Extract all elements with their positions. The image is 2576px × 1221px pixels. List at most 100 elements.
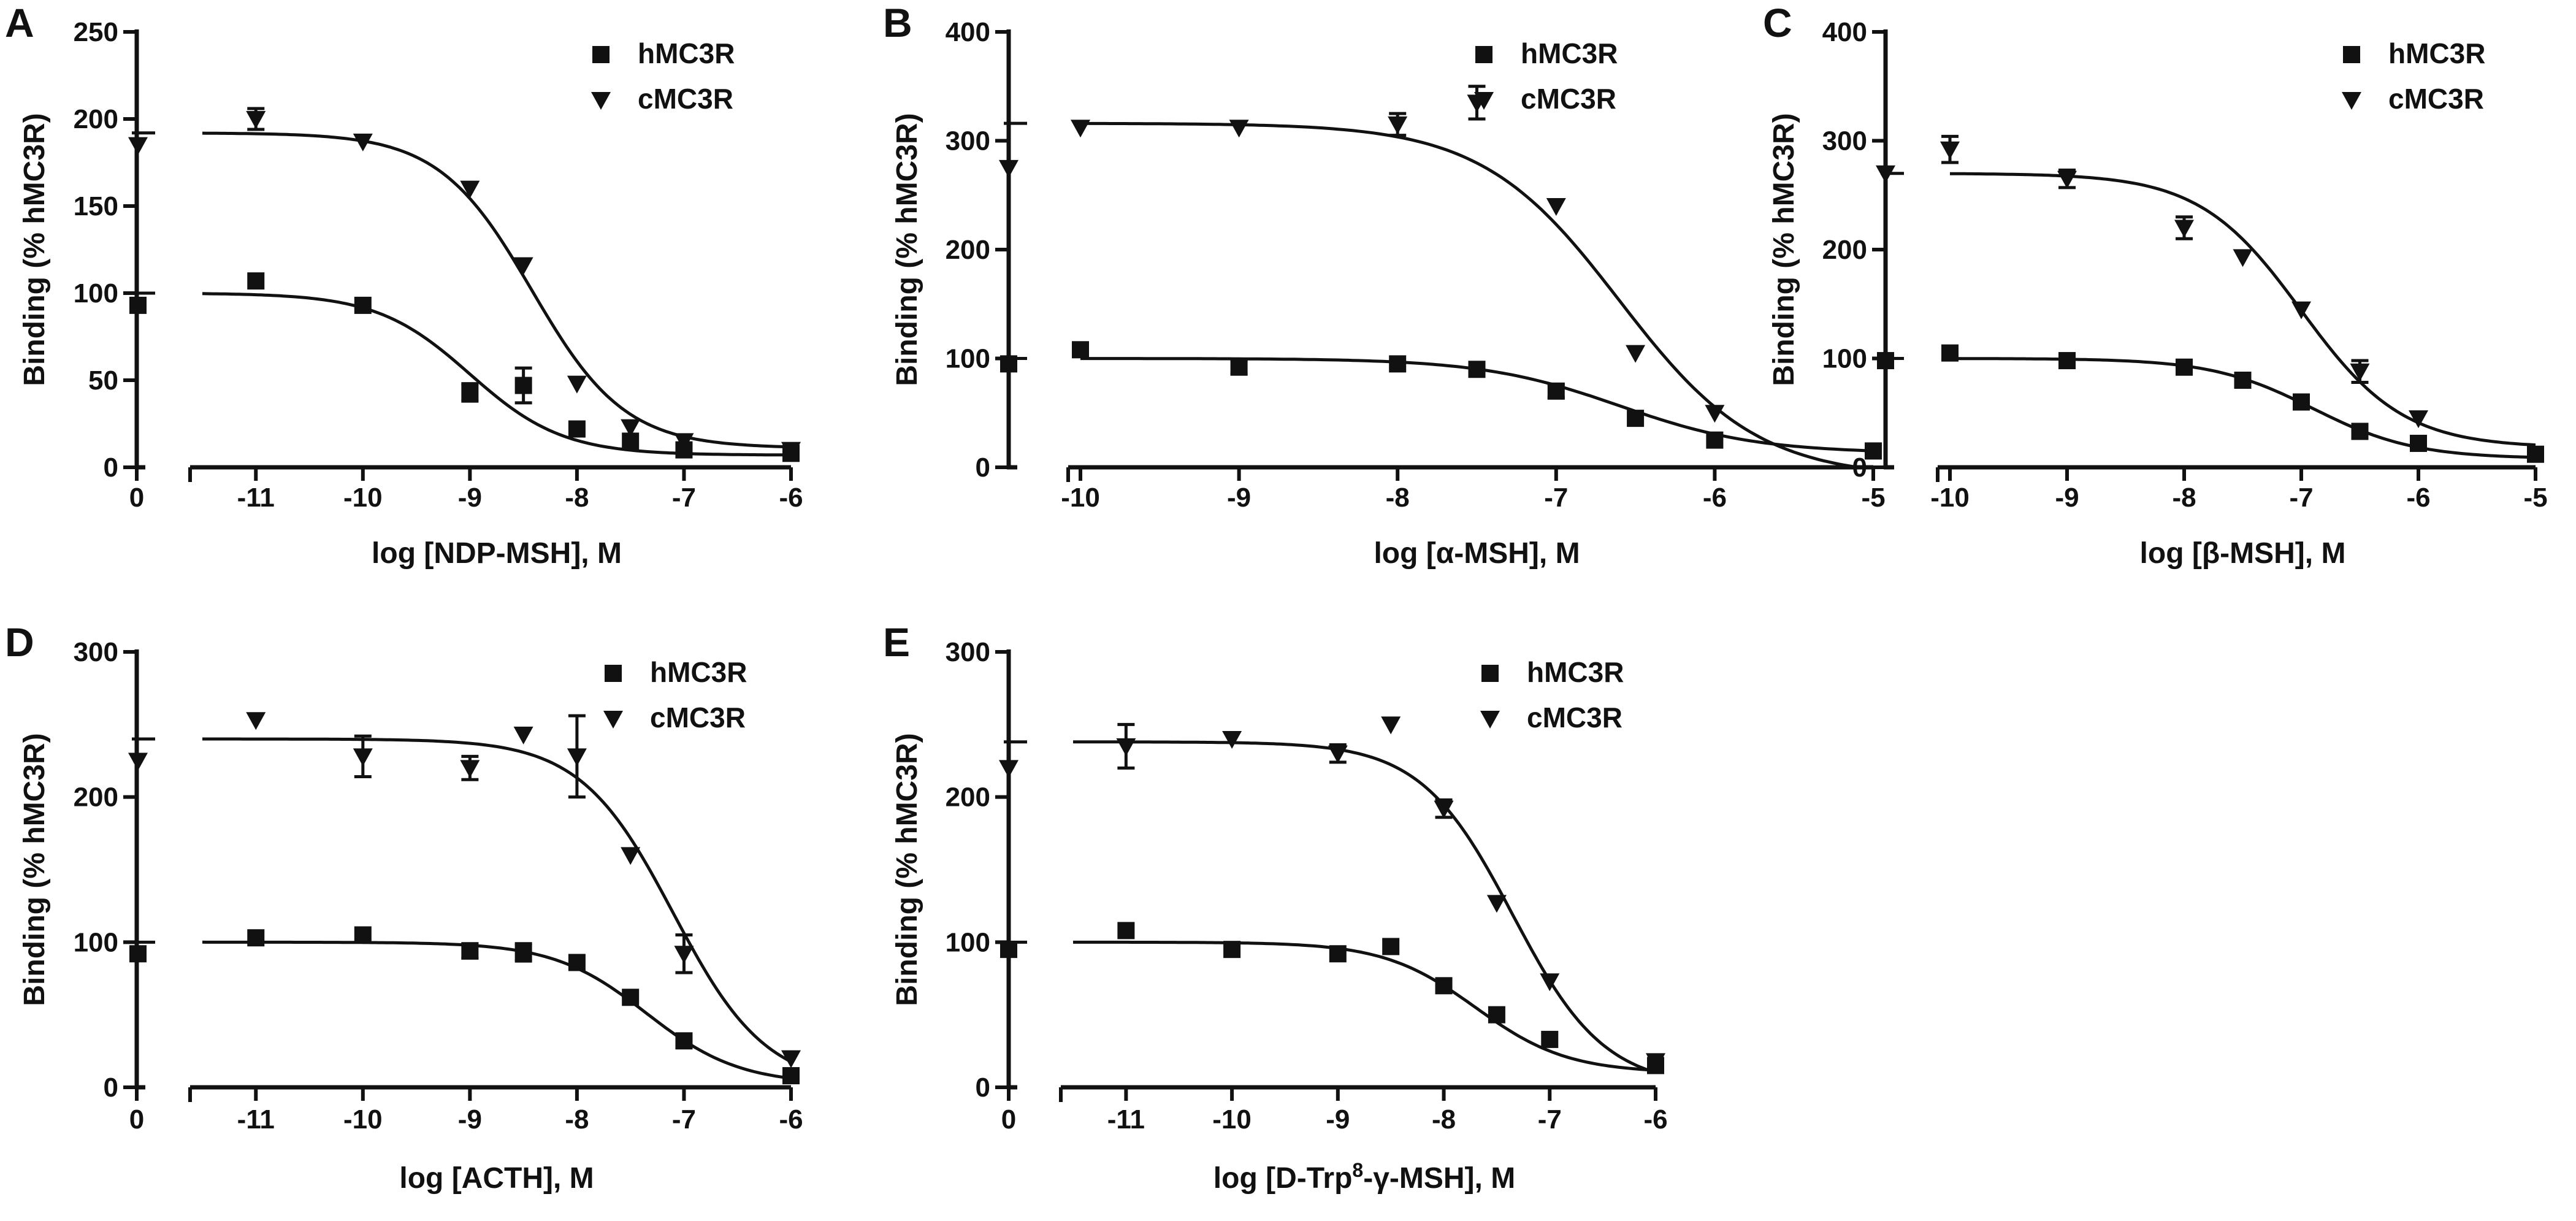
y-tick-label: 100 <box>946 927 990 957</box>
data-point-cmc3r-zero <box>128 137 148 155</box>
x-tick-label: -6 <box>779 483 803 513</box>
legend-marker-hmc3r <box>605 665 622 682</box>
x-axis-title-part: log [α-MSH], M <box>1374 537 1580 570</box>
data-point-hmc3r <box>514 943 532 961</box>
data-point-hmc3r <box>2176 358 2193 376</box>
x-axis-title: log [α-MSH], M <box>1374 537 1580 570</box>
data-point-cmc3r <box>674 946 694 964</box>
x-tick-label: -10 <box>1930 483 1970 513</box>
data-point-hmc3r-zero <box>129 296 147 314</box>
legend-label-cmc3r: cMC3R <box>638 83 733 115</box>
data-point-hmc3r <box>1382 938 1400 955</box>
x-tick-label-zero: 0 <box>1001 1104 1016 1135</box>
y-tick-label: 0 <box>1852 453 1867 483</box>
fit-curve-cmc3r <box>1080 121 1873 469</box>
data-point-cmc3r <box>2409 410 2428 429</box>
x-tick-label: -9 <box>1227 483 1251 513</box>
data-point-hmc3r <box>2527 445 2544 463</box>
x-axis-title-superscript: 8 <box>1352 1159 1363 1181</box>
data-point-hmc3r <box>1117 922 1135 940</box>
x-tick-label: -5 <box>1861 483 1885 513</box>
x-tick-label: -7 <box>2289 483 2313 513</box>
legend-marker-hmc3r <box>2343 46 2360 63</box>
x-tick-label: -7 <box>1538 1104 1562 1135</box>
y-tick-label: 200 <box>946 783 990 813</box>
y-axis-title: Binding (% hMC3R) <box>18 113 51 386</box>
panel-letter-b: B <box>883 0 912 45</box>
data-point-cmc3r <box>1546 198 1566 216</box>
legend-label-hmc3r: hMC3R <box>2388 37 2485 69</box>
data-point-hmc3r <box>461 942 479 960</box>
x-axis-title: log [D-Trp8-γ-MSH], M <box>1213 1159 1515 1195</box>
data-point-hmc3r <box>1547 382 1565 400</box>
x-tick-label: -6 <box>779 1104 803 1135</box>
data-point-cmc3r-zero <box>999 159 1019 178</box>
x-tick-label: -9 <box>458 483 482 513</box>
data-point-hmc3r <box>1865 442 1882 460</box>
data-point-hmc3r <box>1223 941 1241 959</box>
data-point-cmc3r <box>1388 116 1408 134</box>
data-point-cmc3r <box>2233 249 2253 267</box>
data-point-cmc3r <box>460 760 480 778</box>
panel-letter-d: D <box>5 619 34 665</box>
data-point-hmc3r <box>675 1032 693 1050</box>
x-axis-title-part: -γ-MSH], M <box>1363 1162 1515 1195</box>
data-point-cmc3r <box>1381 716 1401 735</box>
data-point-cmc3r <box>1940 141 1960 159</box>
legend-label-cmc3r: cMC3R <box>2388 83 2484 115</box>
data-point-cmc3r <box>1646 1053 1665 1071</box>
x-tick-label: -8 <box>2172 483 2196 513</box>
data-point-hmc3r <box>1329 945 1347 963</box>
x-tick-label: -6 <box>1643 1104 1667 1135</box>
x-tick-label: -9 <box>1326 1104 1350 1135</box>
fit-curve-cmc3r <box>202 131 792 449</box>
data-point-cmc3r <box>2174 220 2194 238</box>
x-tick-label: -7 <box>1544 483 1568 513</box>
x-tick-label: -7 <box>672 1104 696 1135</box>
legend-marker-cmc3r <box>1480 711 1500 729</box>
y-tick-label: 300 <box>74 637 118 667</box>
y-tick-label: 300 <box>1822 126 1867 156</box>
legend-label-cmc3r: cMC3R <box>1527 702 1622 733</box>
x-axis-title: log [ACTH], M <box>399 1162 594 1195</box>
x-tick-label: -10 <box>343 483 383 513</box>
x-tick-label: -9 <box>2055 483 2079 513</box>
panel-a: A 0 50 100 150 200 250 Binding (% hMC3R) -11 -10 -… <box>5 0 803 570</box>
data-point-cmc3r-zero <box>999 760 1019 778</box>
data-point-cmc3r <box>460 180 480 199</box>
data-point-cmc3r <box>2350 363 2370 381</box>
fit-curve-hmc3r <box>202 940 792 1080</box>
y-tick-label: 200 <box>1822 235 1867 265</box>
x-tick-label: -10 <box>1212 1104 1252 1135</box>
data-point-cmc3r <box>1116 738 1136 756</box>
data-point-hmc3r <box>247 929 265 947</box>
data-point-cmc3r <box>353 133 373 151</box>
data-point-hmc3r <box>568 420 586 438</box>
y-tick-label: 200 <box>74 783 118 813</box>
y-tick-label: 100 <box>74 927 118 957</box>
data-point-cmc3r-zero <box>128 752 148 771</box>
y-tick-label: 200 <box>946 235 990 265</box>
y-tick-label: 150 <box>74 191 118 221</box>
x-tick-label: -8 <box>1432 1104 1456 1135</box>
data-point-hmc3r <box>1541 1030 1559 1048</box>
data-point-cmc3r <box>1540 973 1560 992</box>
data-point-hmc3r <box>568 954 586 971</box>
x-tick-label: -7 <box>672 483 696 513</box>
data-point-hmc3r <box>1627 410 1645 427</box>
y-axis-title: Binding (% hMC3R) <box>891 113 923 386</box>
x-axis-title-part: log [D-Trp <box>1213 1162 1353 1195</box>
x-tick-label-zero: 0 <box>129 483 144 513</box>
x-tick-label: -8 <box>565 1104 589 1135</box>
data-point-hmc3r-zero <box>1000 355 1017 373</box>
y-tick-label: 0 <box>976 453 990 483</box>
y-axis-title: Binding (% hMC3R) <box>1768 113 1800 386</box>
x-tick-label: -5 <box>2523 483 2547 513</box>
x-tick-label: -8 <box>565 483 589 513</box>
data-point-hmc3r <box>461 383 479 401</box>
legend-marker-hmc3r <box>1481 665 1499 682</box>
x-tick-label: -10 <box>343 1104 383 1135</box>
data-point-cmc3r <box>1328 745 1348 764</box>
panel-c: C 0 100 200 300 400 Binding (% hMC3R) -10 -9 -8 -7… <box>1763 0 2548 570</box>
